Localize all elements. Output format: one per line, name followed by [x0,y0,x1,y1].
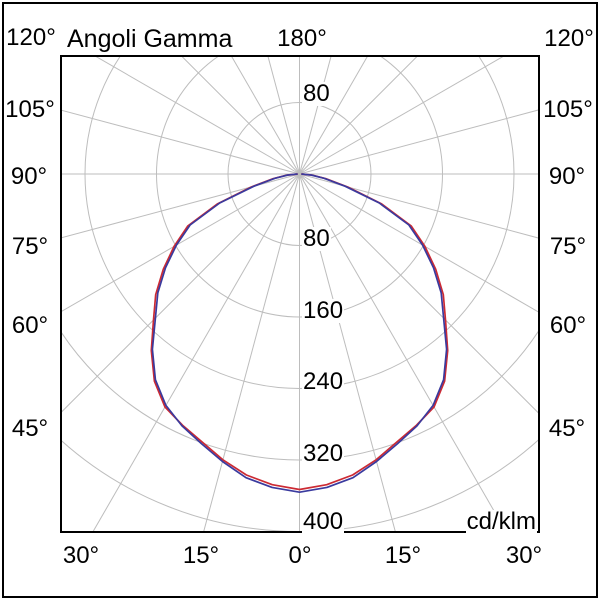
angle-label-right-75: 75° [549,233,587,260]
grid-spoke [230,56,300,175]
angle-label-left-45: 45° [11,415,49,442]
angle-label-bottom-30l: 30° [62,542,100,569]
unit-label: cd/klm [465,508,537,535]
intensity-curves [150,173,449,494]
grid-spoke [299,173,539,313]
angle-label-right-60: 60° [549,312,587,339]
plot-border [60,55,540,533]
radial-label-160: 160 [302,297,345,324]
grid-spoke [299,109,539,175]
grid-spoke [299,173,507,532]
angle-label-right-120: 120° [544,25,594,52]
angle-label-right-105: 105° [543,96,593,123]
angle-label-left-120: 120° [6,24,56,51]
grid-spoke [61,173,300,414]
angle-label-bottom-15r: 15° [384,542,422,569]
radial-label-240: 240 [302,368,345,395]
angle-label-bottom-0: 0° [288,542,312,569]
grid-spoke [299,56,505,175]
angle-label-left-75: 75° [11,233,49,260]
angle-label-bottom-30r: 30° [505,542,543,569]
angle-label-left-60: 60° [11,312,49,339]
grid-spoke [299,173,396,532]
angle-label-right-45: 45° [548,415,586,442]
angle-label-left-90: 90° [10,163,48,190]
grid-spoke [180,56,300,175]
grid-spoke [61,109,300,175]
angle-label-left-105: 105° [5,96,55,123]
angle-label-bottom-15l: 15° [182,542,220,569]
curve-c90-c270 [151,173,448,494]
radial-label-80: 80 [302,225,331,252]
grid-spoke [299,173,539,239]
radial-label-320: 320 [302,440,345,467]
grid-spoke [92,173,300,532]
grid-spoke [61,173,300,313]
grid-spoke [94,56,300,175]
grid-spoke [299,56,419,175]
grid-spoke [299,56,369,175]
chart-title: Angoli Gamma [67,25,233,53]
curve-c0-c180 [150,173,449,491]
angle-label-180: 180° [277,25,327,52]
angle-label-right-90: 90° [548,163,586,190]
grid-spoke [203,173,300,532]
radial-label-80-upper: 80 [302,80,331,107]
grid-spoke [299,173,539,415]
radial-label-400: 400 [302,508,345,535]
grid-spoke [61,173,300,239]
grid-spoke [267,56,300,175]
